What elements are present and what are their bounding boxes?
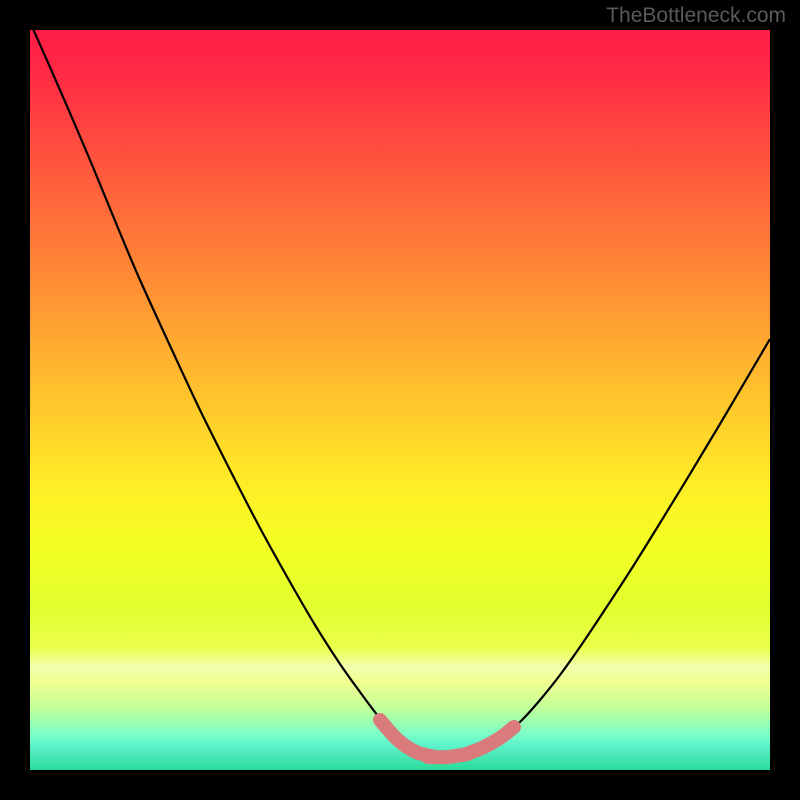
chart-background bbox=[30, 30, 770, 770]
watermark-text: TheBottleneck.com bbox=[606, 4, 786, 28]
bottleneck-chart bbox=[0, 0, 800, 800]
